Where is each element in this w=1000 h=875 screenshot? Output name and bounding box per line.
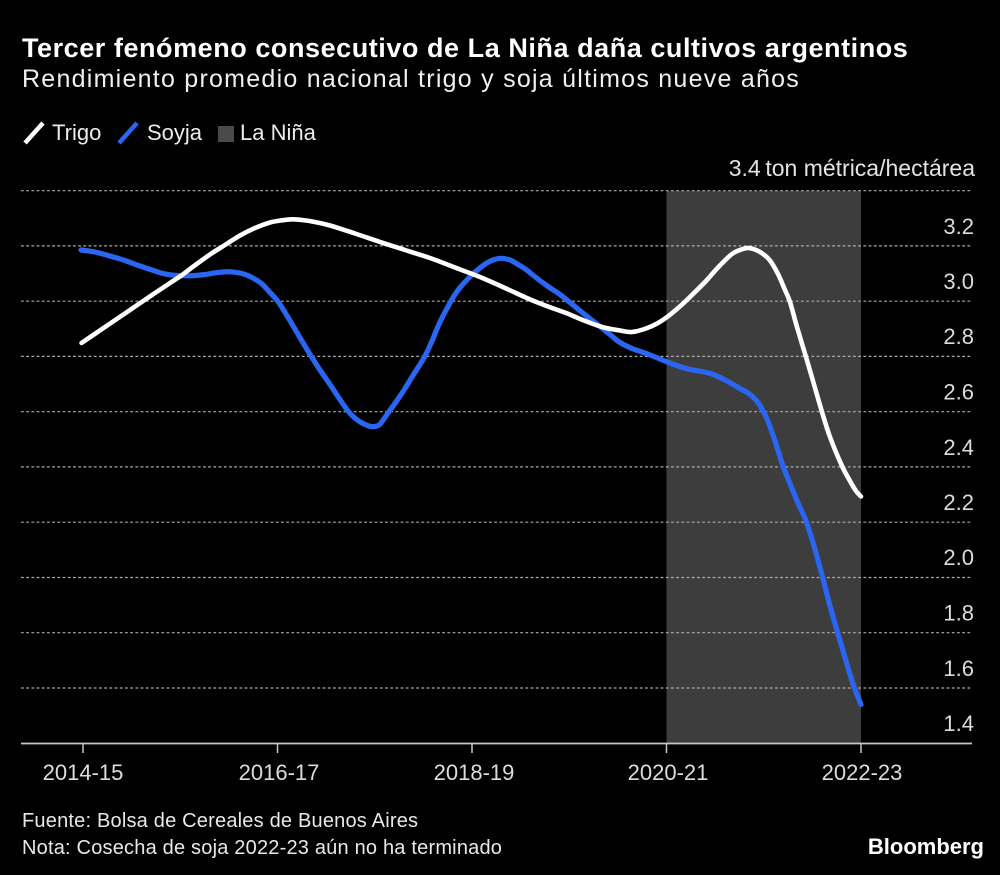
svg-text:1.6: 1.6 <box>943 656 974 681</box>
svg-text:2014-15: 2014-15 <box>43 760 124 785</box>
svg-text:2020-21: 2020-21 <box>628 760 709 785</box>
svg-text:2.8: 2.8 <box>943 324 974 349</box>
svg-text:3.0: 3.0 <box>943 269 974 294</box>
svg-text:3.2: 3.2 <box>943 214 974 239</box>
svg-text:2.2: 2.2 <box>943 490 974 515</box>
svg-text:2022-23: 2022-23 <box>822 760 903 785</box>
svg-text:2.4: 2.4 <box>943 435 974 460</box>
svg-text:2016-17: 2016-17 <box>239 760 320 785</box>
svg-text:1.8: 1.8 <box>943 601 974 626</box>
svg-text:2018-19: 2018-19 <box>434 760 515 785</box>
svg-text:1.4: 1.4 <box>943 711 974 736</box>
svg-text:2.6: 2.6 <box>943 380 974 405</box>
svg-text:2.0: 2.0 <box>943 545 974 570</box>
